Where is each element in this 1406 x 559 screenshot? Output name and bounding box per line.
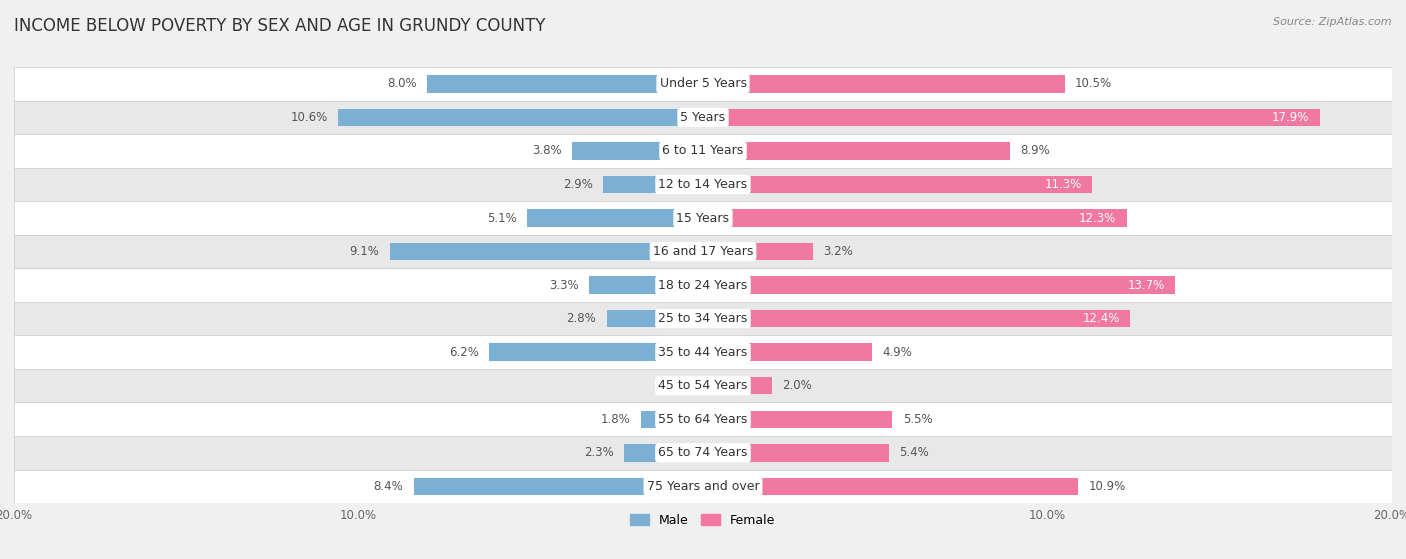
FancyBboxPatch shape (14, 369, 1392, 402)
Bar (606, 310, 703, 328)
Bar (641, 410, 703, 428)
Text: 11.3%: 11.3% (1045, 178, 1083, 191)
FancyBboxPatch shape (14, 402, 1392, 436)
Bar (703, 108, 1320, 126)
Text: 2.3%: 2.3% (583, 446, 613, 459)
Bar (489, 343, 703, 361)
FancyBboxPatch shape (14, 436, 1392, 470)
Text: 16 and 17 Years: 16 and 17 Years (652, 245, 754, 258)
Bar (703, 209, 1126, 227)
Legend: Male, Female: Male, Female (626, 509, 780, 532)
Bar (703, 444, 889, 462)
Text: 12.4%: 12.4% (1083, 312, 1119, 325)
Text: 18 to 24 Years: 18 to 24 Years (658, 278, 748, 292)
Text: 2.8%: 2.8% (567, 312, 596, 325)
Text: 9.1%: 9.1% (349, 245, 380, 258)
Text: 2.9%: 2.9% (562, 178, 593, 191)
Text: 5.4%: 5.4% (900, 446, 929, 459)
FancyBboxPatch shape (14, 101, 1392, 134)
Text: 3.8%: 3.8% (531, 144, 562, 158)
Text: 4.9%: 4.9% (882, 345, 912, 359)
Bar (703, 243, 813, 260)
Text: 5 Years: 5 Years (681, 111, 725, 124)
Bar (413, 477, 703, 495)
Bar (427, 75, 703, 93)
FancyBboxPatch shape (14, 268, 1392, 302)
Bar (603, 176, 703, 193)
Text: 12 to 14 Years: 12 to 14 Years (658, 178, 748, 191)
FancyBboxPatch shape (14, 201, 1392, 235)
Text: 3.3%: 3.3% (550, 278, 579, 292)
Bar (337, 108, 703, 126)
Text: 25 to 34 Years: 25 to 34 Years (658, 312, 748, 325)
Text: 55 to 64 Years: 55 to 64 Years (658, 413, 748, 426)
Bar (703, 75, 1064, 93)
Bar (527, 209, 703, 227)
Text: 10.6%: 10.6% (290, 111, 328, 124)
Text: 75 Years and over: 75 Years and over (647, 480, 759, 493)
Bar (703, 343, 872, 361)
Text: 0.0%: 0.0% (664, 379, 693, 392)
FancyBboxPatch shape (14, 134, 1392, 168)
Text: 35 to 44 Years: 35 to 44 Years (658, 345, 748, 359)
Text: Under 5 Years: Under 5 Years (659, 77, 747, 91)
Bar (703, 377, 772, 395)
Text: 45 to 54 Years: 45 to 54 Years (658, 379, 748, 392)
Text: 2.0%: 2.0% (782, 379, 813, 392)
Text: 13.7%: 13.7% (1128, 278, 1164, 292)
Text: 6 to 11 Years: 6 to 11 Years (662, 144, 744, 158)
Text: 65 to 74 Years: 65 to 74 Years (658, 446, 748, 459)
FancyBboxPatch shape (14, 470, 1392, 503)
Text: 10.9%: 10.9% (1088, 480, 1126, 493)
Bar (589, 276, 703, 294)
FancyBboxPatch shape (14, 235, 1392, 268)
Text: 6.2%: 6.2% (450, 345, 479, 359)
Bar (703, 142, 1010, 160)
Bar (703, 176, 1092, 193)
Bar (624, 444, 703, 462)
Bar (572, 142, 703, 160)
Text: 8.9%: 8.9% (1019, 144, 1050, 158)
FancyBboxPatch shape (14, 168, 1392, 201)
FancyBboxPatch shape (14, 335, 1392, 369)
Bar (703, 276, 1175, 294)
Text: 10.5%: 10.5% (1076, 77, 1112, 91)
Text: 15 Years: 15 Years (676, 211, 730, 225)
Text: 3.2%: 3.2% (824, 245, 853, 258)
Bar (703, 310, 1130, 328)
Text: 8.4%: 8.4% (374, 480, 404, 493)
Text: 5.5%: 5.5% (903, 413, 932, 426)
FancyBboxPatch shape (14, 67, 1392, 101)
Bar (703, 410, 893, 428)
FancyBboxPatch shape (14, 302, 1392, 335)
Text: 12.3%: 12.3% (1080, 211, 1116, 225)
Text: 5.1%: 5.1% (488, 211, 517, 225)
Text: 1.8%: 1.8% (600, 413, 631, 426)
Text: 17.9%: 17.9% (1272, 111, 1309, 124)
Text: INCOME BELOW POVERTY BY SEX AND AGE IN GRUNDY COUNTY: INCOME BELOW POVERTY BY SEX AND AGE IN G… (14, 17, 546, 35)
Text: Source: ZipAtlas.com: Source: ZipAtlas.com (1274, 17, 1392, 27)
Bar (703, 477, 1078, 495)
Text: 8.0%: 8.0% (388, 77, 418, 91)
Bar (389, 243, 703, 260)
